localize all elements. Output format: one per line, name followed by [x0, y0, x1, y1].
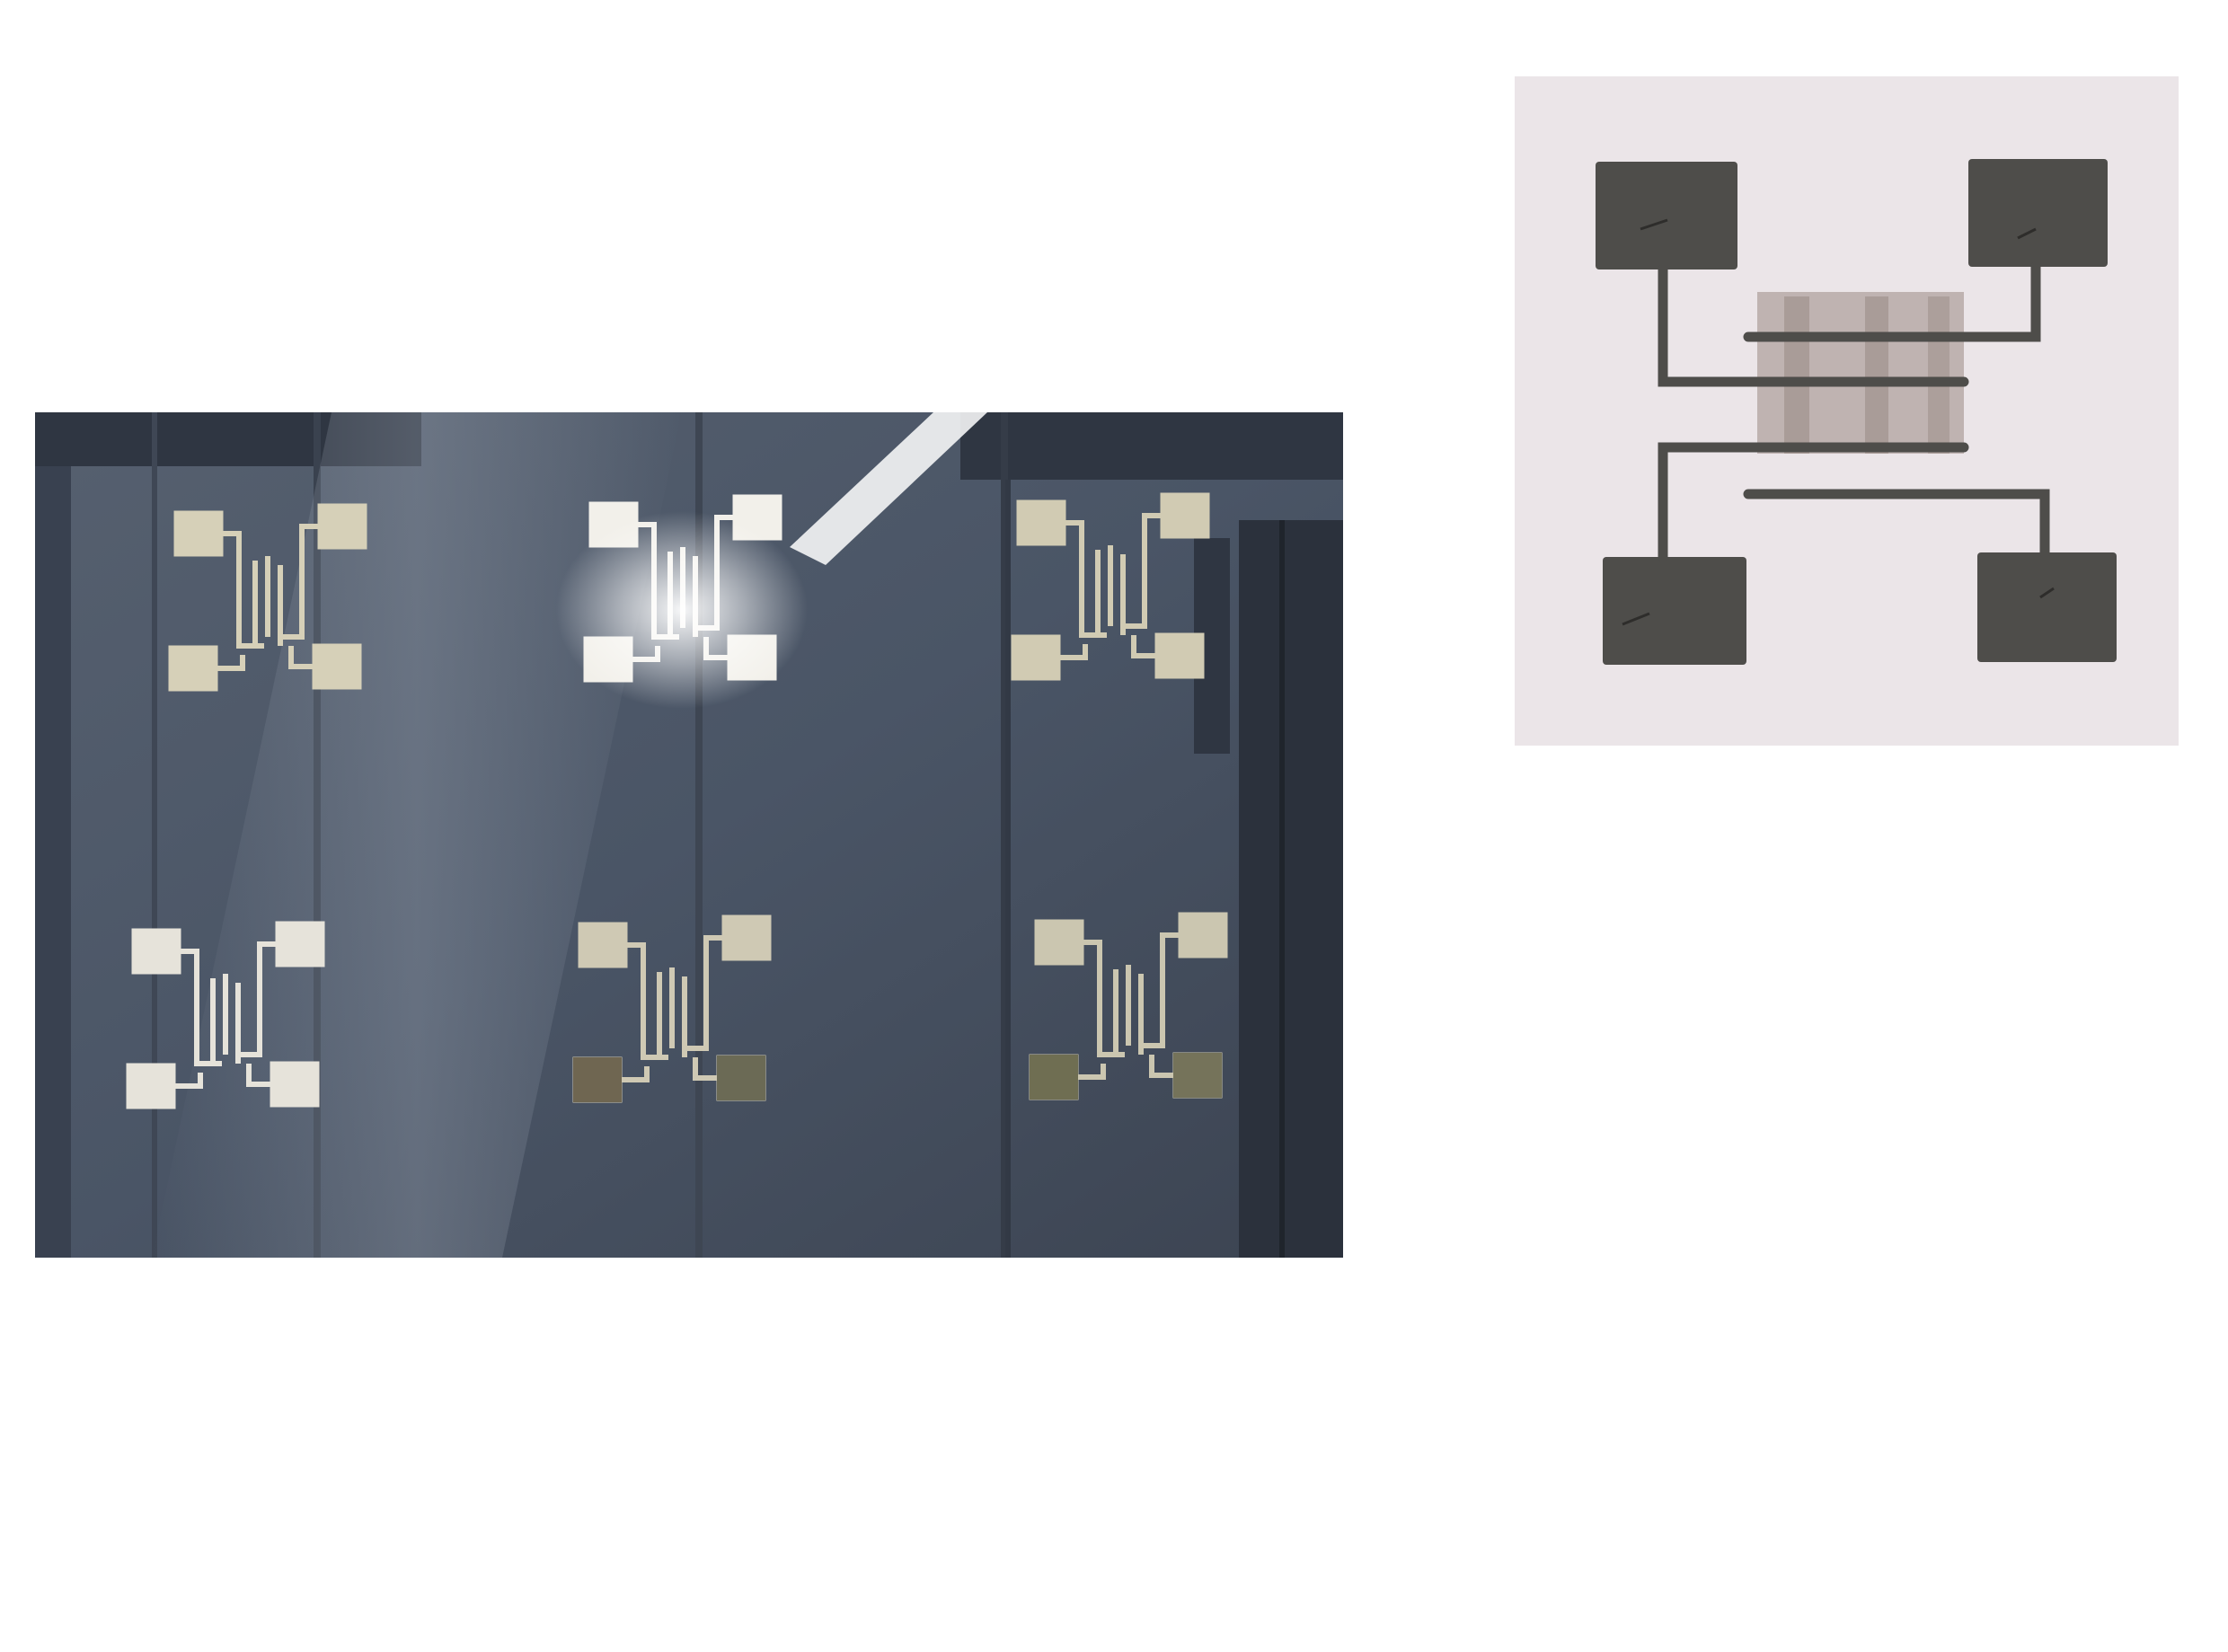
contact-pads [1596, 159, 2117, 665]
light-glare [556, 511, 808, 709]
interdigitated-fingers [1658, 261, 2050, 562]
electrode-array-photo [35, 412, 1343, 1258]
electrode-array-drawing [35, 412, 1343, 1258]
sensing-film [1757, 292, 1964, 454]
single-electrode-drawing [1515, 76, 2179, 746]
single-electrode-closeup-photo [1515, 76, 2179, 746]
